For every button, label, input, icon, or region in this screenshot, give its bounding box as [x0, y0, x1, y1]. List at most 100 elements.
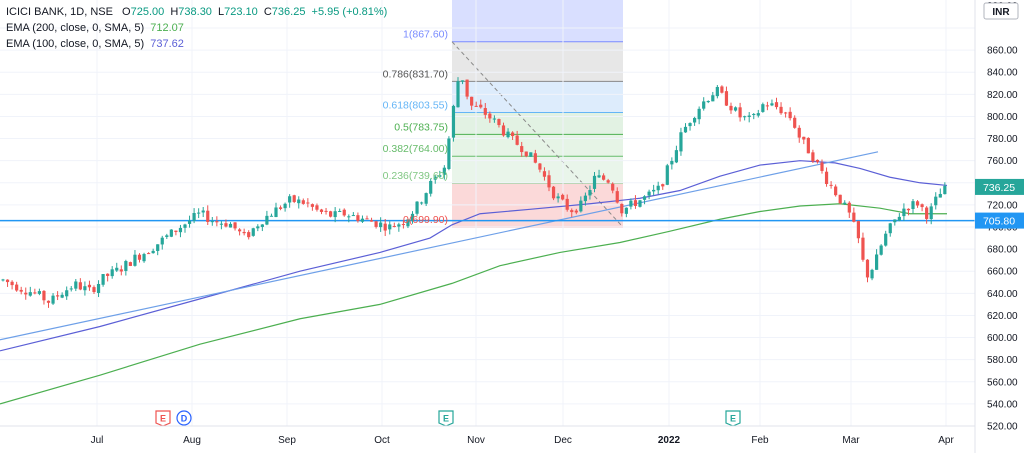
candle-body	[620, 203, 624, 214]
y-tick-label: 860.00	[987, 46, 1018, 57]
candle-body	[847, 202, 851, 213]
legend-ema200-value: 712.07	[150, 22, 184, 34]
candle-body	[456, 81, 460, 108]
candle-body	[56, 295, 60, 297]
candle-body	[178, 227, 183, 233]
y-tick-label: 820.00	[987, 90, 1018, 101]
candle-body	[356, 215, 360, 221]
candle-body	[160, 237, 164, 245]
candle-body	[19, 289, 23, 292]
fib-zone-top	[452, 0, 623, 42]
fib-level-label: 1(867.60)	[403, 29, 448, 41]
candle-body	[238, 229, 242, 232]
candle-body	[911, 201, 915, 209]
fib-level-label: 0.236(739.60)	[383, 170, 448, 182]
candle-body	[442, 167, 446, 175]
currency-label: INR	[992, 7, 1010, 18]
y-tick-label: 620.00	[987, 311, 1018, 322]
candle-body	[906, 208, 911, 211]
legend-ema100-row[interactable]: EMA (100, close, 0, SMA, 5) 737.62	[6, 36, 387, 52]
candle-body	[915, 201, 920, 206]
candle-body	[929, 206, 933, 220]
candle-body	[806, 137, 810, 154]
candle-body	[347, 216, 351, 218]
candle-body	[24, 292, 28, 295]
candle-body	[652, 189, 656, 192]
candle-body	[51, 295, 55, 304]
candle-body	[401, 224, 405, 226]
x-tick-label: Jul	[91, 435, 104, 446]
candle-body	[219, 223, 223, 225]
candle-body	[656, 185, 660, 191]
fib-level-label: 0(699.90)	[403, 214, 448, 226]
candle-body	[893, 219, 897, 223]
event-marker-label: D	[181, 414, 188, 424]
candle-body	[301, 200, 305, 204]
candle-body	[938, 193, 942, 198]
legend-change: +5.95 (+0.81%)	[311, 6, 388, 18]
candle-body	[369, 220, 374, 222]
candle-body	[674, 150, 678, 163]
earnings-marker	[725, 410, 741, 427]
candle-body	[142, 254, 146, 262]
candle-body	[779, 106, 783, 114]
candle-body	[615, 191, 619, 203]
legend-symbol[interactable]: ICICI BANK, 1D, NSE	[6, 6, 113, 18]
candle-body	[702, 101, 706, 109]
candle-body	[297, 199, 301, 204]
candle-body	[670, 161, 674, 165]
candle-body	[210, 221, 214, 223]
candle-body	[474, 105, 478, 107]
candle-body	[793, 117, 797, 128]
candle-body	[433, 176, 437, 180]
candle-body	[506, 131, 510, 138]
candle-body	[483, 108, 487, 115]
fib-zone	[452, 134, 623, 157]
y-tick-label: 520.00	[987, 422, 1018, 433]
candle-body	[665, 165, 669, 185]
candle-body	[920, 204, 924, 208]
candle-body	[447, 138, 451, 169]
candle-body	[310, 204, 314, 207]
legend-open: 725.00	[130, 6, 165, 18]
candle-body	[738, 107, 742, 118]
candle-body	[761, 104, 765, 112]
currency-box	[983, 2, 1019, 20]
fibonacci-retracement[interactable]	[451, 0, 624, 228]
candle-body	[151, 250, 155, 254]
candle-body	[852, 212, 856, 222]
candle-body	[292, 195, 296, 202]
candle-body	[579, 200, 583, 212]
y-tick-label: 660.00	[987, 267, 1018, 278]
candle-body	[765, 105, 769, 107]
candle-body	[865, 259, 870, 278]
candle-body	[415, 201, 419, 214]
candle-body	[602, 175, 606, 180]
legend-ema200-row[interactable]: EMA (200, close, 0, SMA, 5) 712.07	[6, 20, 387, 36]
y-tick-label: 640.00	[987, 289, 1018, 300]
candle-body	[342, 209, 346, 216]
candle-body	[538, 163, 542, 170]
candle-body	[119, 269, 123, 272]
candle-body	[451, 105, 456, 138]
candle-body	[329, 211, 333, 217]
candle-body	[156, 244, 160, 251]
candle-body	[247, 232, 251, 238]
candle-body	[192, 212, 196, 221]
candle-body	[897, 216, 901, 221]
candle-body	[420, 202, 424, 204]
candle-body	[583, 195, 587, 202]
candle-body	[83, 286, 87, 291]
event-marker-label: E	[160, 414, 166, 424]
candle-body	[460, 80, 465, 82]
candle-body	[570, 210, 574, 213]
candle-body	[10, 281, 14, 286]
candle-body	[224, 223, 228, 227]
candle-body	[556, 196, 560, 199]
candle-body	[756, 113, 760, 116]
support-price-tag	[975, 212, 1024, 229]
candle-body	[565, 198, 569, 210]
candle-body	[379, 222, 383, 228]
y-tick-label: 780.00	[987, 134, 1018, 145]
